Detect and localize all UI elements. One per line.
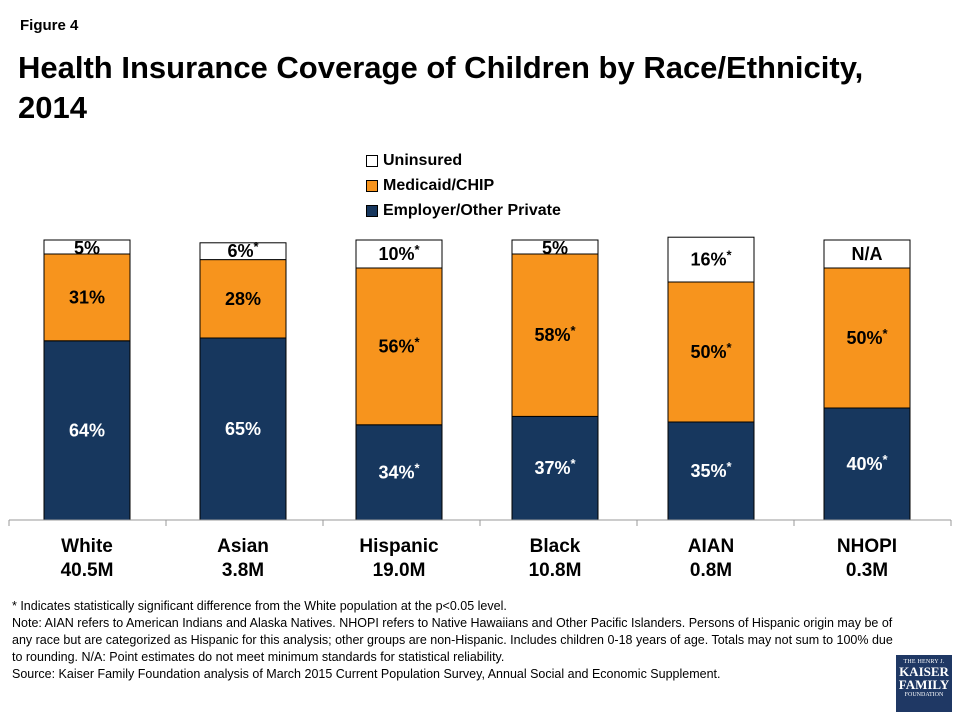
bar-segment-uninsured-aian: [667, 236, 755, 283]
bar-segment-uninsured-nhopi: [823, 239, 911, 269]
x-tick-sublabel-white: 40.5M: [61, 560, 114, 581]
x-tick-sublabel-hispanic: 19.0M: [373, 560, 426, 581]
bar-segment-employer-asian: [199, 337, 287, 521]
bar-segment-medicaid-aian: [667, 281, 755, 423]
bar-segment-uninsured-asian: [199, 242, 287, 261]
x-tick-label-white: White: [61, 536, 113, 557]
kff-logo: THE HENRY J. KAISER FAMILY FOUNDATION: [896, 655, 952, 712]
bar-segment-medicaid-white: [43, 253, 131, 342]
bar-segment-employer-nhopi: [823, 407, 911, 521]
legend-item-uninsured: Uninsured: [366, 148, 561, 173]
legend-label-uninsured: Uninsured: [383, 151, 463, 169]
bar-segment-medicaid-hispanic: [355, 267, 443, 426]
bar-segment-uninsured-hispanic: [355, 239, 443, 269]
data-label-employer-nhopi: 40%*: [846, 452, 888, 474]
data-label-medicaid-hispanic: 56%*: [378, 334, 420, 356]
legend-swatch-medicaid: [366, 179, 378, 192]
footnotes: * Indicates statistically significant di…: [12, 598, 894, 683]
stacked-bar-chart: 64% 31% 5% White 40.5M 65% 28% 6%* Asian 3.8M 34%*…: [8, 236, 952, 581]
chart-title: Health Insurance Coverage of Children by…: [18, 50, 864, 126]
logo-line-3: FAMILY: [898, 677, 950, 692]
source-note: Source: Kaiser Family Foundation analysi…: [12, 667, 721, 681]
bar-segment-employer-hispanic: [355, 424, 443, 521]
logo-line-1: THE HENRY J.: [903, 659, 945, 665]
x-tick-sublabel-aian: 0.8M: [690, 560, 732, 581]
data-label-employer-asian: 65%: [225, 419, 261, 439]
data-label-uninsured-aian: 16%*: [690, 248, 732, 270]
x-tick-label-asian: Asian: [217, 536, 269, 557]
abbreviation-note: Note: AIAN refers to American Indians an…: [12, 616, 893, 664]
data-label-employer-white: 64%: [69, 420, 105, 440]
x-tick-label-black: Black: [530, 536, 581, 557]
data-label-uninsured-black: 5%: [542, 238, 568, 258]
x-tick-label-aian: AIAN: [688, 536, 734, 557]
data-label-uninsured-white: 5%: [74, 238, 100, 258]
bar-segment-employer-white: [43, 340, 131, 521]
significance-note: * Indicates statistically significant di…: [12, 599, 507, 613]
legend-label-employer: Employer/Other Private: [383, 201, 561, 219]
legend-item-employer: Employer/Other Private: [366, 198, 561, 223]
logo-line-4: FOUNDATION: [904, 692, 944, 698]
data-label-uninsured-asian: 6%*: [227, 239, 259, 261]
x-tick-sublabel-nhopi: 0.3M: [846, 560, 888, 581]
figure-label: Figure 4: [20, 17, 79, 34]
legend: Uninsured Medicaid/CHIP Employer/Other P…: [366, 148, 561, 223]
data-label-medicaid-white: 31%: [69, 287, 105, 307]
data-label-employer-hispanic: 34%*: [378, 460, 420, 482]
bar-segment-uninsured-white: [43, 239, 131, 255]
legend-label-medicaid: Medicaid/CHIP: [383, 176, 495, 194]
bar-segment-employer-aian: [667, 421, 755, 521]
logo-line-2: KAISER: [899, 664, 949, 679]
data-label-employer-aian: 35%*: [690, 459, 732, 481]
data-label-uninsured-nhopi: N/A: [852, 244, 883, 264]
bar-segment-medicaid-asian: [199, 259, 287, 339]
x-tick-sublabel-black: 10.8M: [529, 560, 582, 581]
x-tick-sublabel-asian: 3.8M: [222, 560, 264, 581]
legend-swatch-uninsured: [366, 154, 378, 167]
data-label-medicaid-black: 58%*: [534, 323, 576, 345]
data-label-medicaid-aian: 50%*: [690, 340, 732, 362]
data-label-employer-black: 37%*: [534, 456, 576, 478]
x-tick-label-hispanic: Hispanic: [359, 536, 439, 557]
x-tick-label-nhopi: NHOPI: [837, 536, 897, 557]
bar-segment-medicaid-black: [511, 253, 599, 417]
legend-item-medicaid: Medicaid/CHIP: [366, 173, 561, 198]
data-label-medicaid-asian: 28%: [225, 289, 261, 309]
bar-segment-uninsured-black: [511, 239, 599, 255]
bar-segment-employer-black: [511, 415, 599, 521]
data-label-uninsured-hispanic: 10%*: [378, 242, 420, 264]
data-label-medicaid-nhopi: 50%*: [846, 326, 888, 348]
legend-swatch-employer: [366, 204, 378, 217]
